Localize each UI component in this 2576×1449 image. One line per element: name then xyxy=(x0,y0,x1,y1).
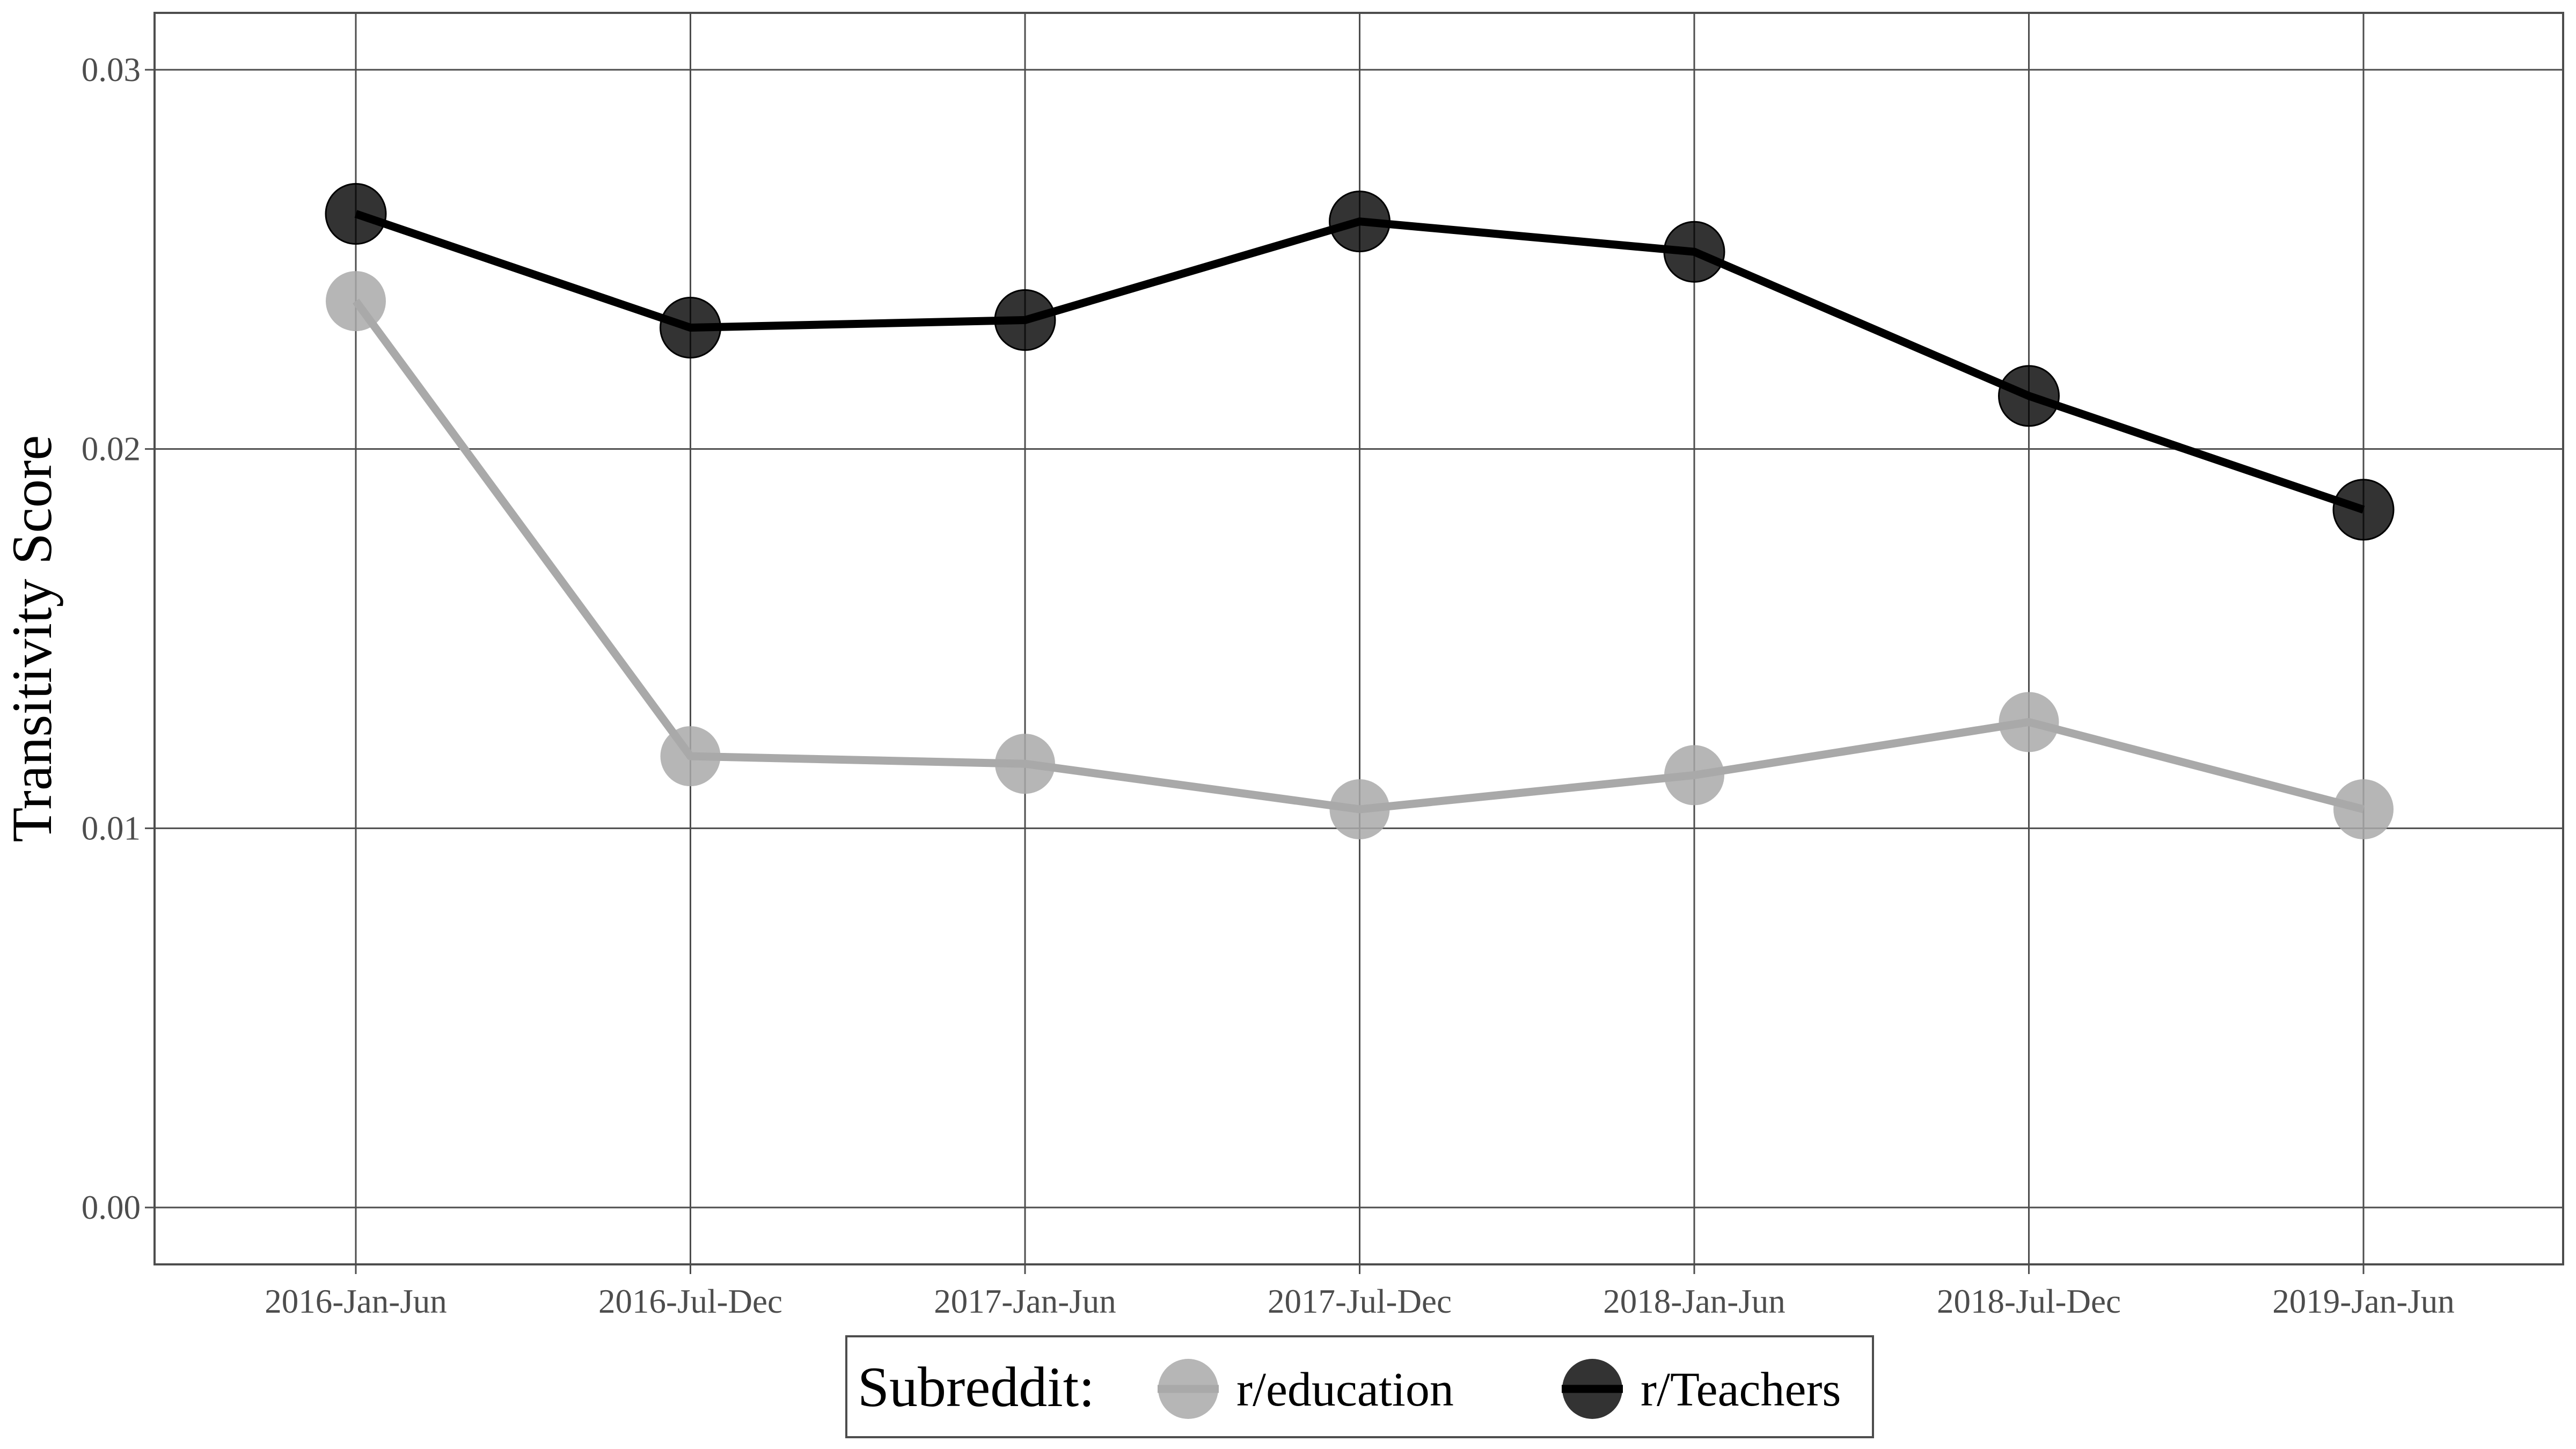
x-tick-label: 2016-Jan-Jun xyxy=(265,1283,447,1320)
data-point xyxy=(2332,479,2395,541)
legend-box xyxy=(845,1335,1874,1438)
data-point xyxy=(1664,745,1724,806)
x-tick-label: 2018-Jul-Dec xyxy=(1937,1283,2121,1320)
series-r-teachers xyxy=(325,183,2395,541)
x-tick-label: 2017-Jan-Jun xyxy=(934,1283,1116,1320)
legend-key-point xyxy=(1158,1359,1218,1419)
data-point xyxy=(660,297,721,359)
y-tick-label: 0.00 xyxy=(82,1189,141,1226)
data-point xyxy=(1329,191,1391,253)
x-tick-label: 2016-Jul-Dec xyxy=(598,1283,782,1320)
series-r-education xyxy=(326,271,2394,839)
tick-layer: 0.00 0.01 0.02 0.03 2016-Jan-Jun 2016-Jul-Dec… xyxy=(82,51,2455,1320)
y-axis-title: Transitivity Score xyxy=(1,435,63,843)
data-point xyxy=(325,183,387,245)
data-point xyxy=(1999,692,2059,752)
data-point xyxy=(1663,221,1725,283)
legend-key-point xyxy=(1562,1359,1622,1419)
y-tick-label: 0.01 xyxy=(82,809,141,847)
legend-label: r/education xyxy=(1236,1363,1454,1416)
data-point xyxy=(326,271,386,332)
legend: Subreddit: r/education r/Teachers xyxy=(845,1335,1874,1438)
data-point xyxy=(660,726,721,787)
grid-layer xyxy=(155,13,2563,1264)
x-tick-label: 2019-Jan-Jun xyxy=(2272,1283,2454,1320)
legend-item: r/Teachers xyxy=(1562,1359,1841,1419)
y-tick-label: 0.03 xyxy=(82,51,141,89)
series-layer xyxy=(325,183,2395,839)
data-point xyxy=(994,289,1056,351)
data-point xyxy=(2333,779,2394,839)
legend-item: r/education xyxy=(1158,1359,1454,1419)
data-point xyxy=(1329,779,1390,839)
x-tick-label: 2018-Jan-Jun xyxy=(1603,1283,1785,1320)
y-tick-label: 0.02 xyxy=(82,430,141,468)
x-tick-label: 2017-Jul-Dec xyxy=(1268,1283,1452,1320)
legend-title: Subreddit: xyxy=(858,1356,1095,1418)
data-point xyxy=(1998,365,2060,427)
data-point xyxy=(995,734,1055,794)
legend-label: r/Teachers xyxy=(1641,1363,1841,1416)
legend-items: r/education r/Teachers xyxy=(1158,1359,1841,1419)
